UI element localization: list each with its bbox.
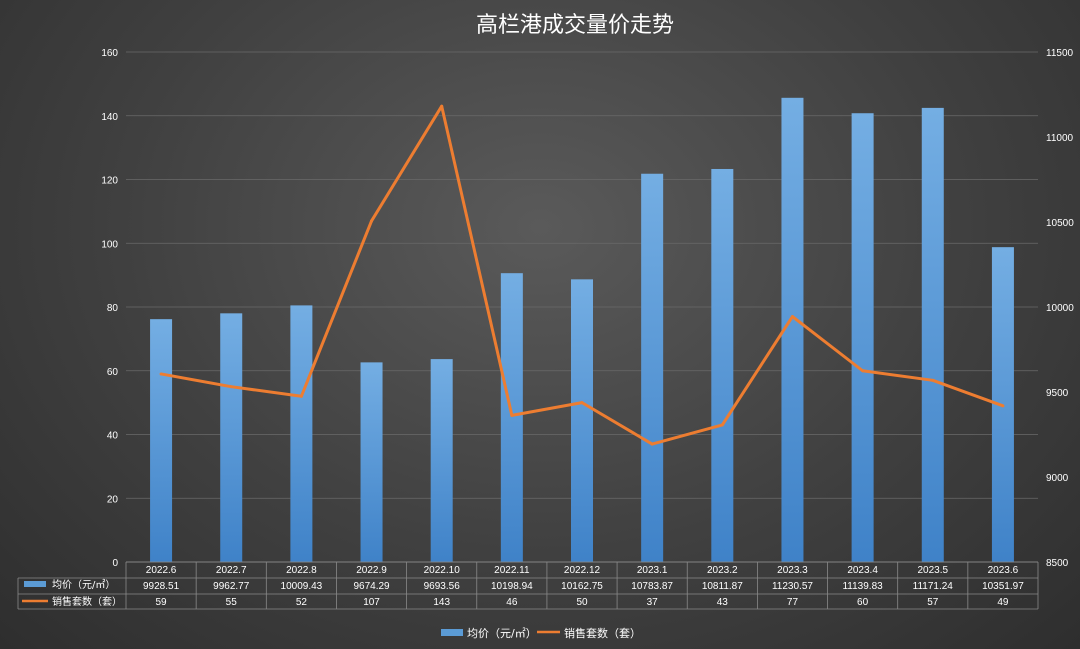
bar-2022.9 [360,362,383,562]
category-label: 2023.6 [988,565,1019,576]
category-label: 2022.8 [286,565,317,576]
table-cell-sales: 77 [787,597,799,608]
right-tick-label: 9500 [1046,388,1069,399]
category-label: 2022.7 [216,565,247,576]
table-cell-sales: 37 [647,597,659,608]
legend-label-bar: 均价（元/㎡） [467,627,537,640]
bar-2022.7 [220,313,243,562]
left-tick-label: 80 [107,303,119,314]
table-cell-price: 10009.43 [281,581,323,592]
bar-2023.3 [781,97,804,562]
bar-2022.11 [500,273,523,562]
category-label: 2023.3 [777,565,808,576]
bar-2022.8 [290,305,313,562]
left-tick-label: 100 [101,239,118,250]
table-cell-price: 10811.87 [702,581,743,592]
left-tick-label: 0 [112,558,118,569]
legend: 均价（元/㎡） 销售套数（套） [441,626,641,640]
legend-label-line: 销售套数（套） [564,626,641,640]
table-cell-price: 11230.57 [772,581,813,592]
category-label: 2023.1 [637,565,668,576]
table-cell-price: 11139.83 [842,581,883,592]
category-label: 2022.12 [564,565,601,576]
left-tick-label: 40 [107,431,119,442]
sales-point-2023.6 [1001,404,1005,408]
table-cell-sales: 50 [576,597,588,608]
bar-2023.5 [921,107,944,563]
sales-point-2022.9 [370,219,374,223]
bar-2022.6 [150,319,173,562]
line-series-sales-count [159,104,1005,446]
table-cell-sales: 43 [717,597,729,608]
left-tick-label: 140 [101,112,118,123]
sales-point-2022.11 [510,413,514,417]
table-cell-sales: 52 [296,597,308,608]
right-tick-label: 8500 [1046,558,1069,569]
legend-swatch-price [24,581,46,587]
left-y-axis: 0 20 40 60 80 100 120 140 160 [101,48,118,569]
category-label: 2023.2 [707,565,738,576]
right-tick-label: 10000 [1046,303,1074,314]
sales-point-2023.4 [861,369,865,373]
table-cell-sales: 57 [927,597,939,608]
table-cell-price: 10162.75 [561,581,603,592]
table-cell-sales: 60 [857,597,869,608]
bar-2023.4 [851,113,874,563]
table-cell-price: 9962.77 [213,581,250,592]
sales-point-2023.5 [931,378,935,382]
left-tick-label: 60 [107,367,119,378]
table-cell-price: 10351.97 [982,581,1024,592]
right-tick-label: 9000 [1046,473,1069,484]
table-cell-sales: 59 [156,597,168,608]
sales-point-2022.10 [440,104,444,108]
bar-2022.10 [430,359,453,562]
right-y-axis: 8500 9000 9500 10000 10500 11000 11500 [1046,48,1074,569]
table-cell-price: 9693.56 [424,581,461,592]
category-label: 2022.10 [424,565,461,576]
data-table: 均价（元/㎡） 销售套数（套） 2022.6 9928.51 59 2022.7 996… [17,561,1039,610]
left-tick-label: 160 [101,48,118,59]
category-label: 2022.11 [494,565,530,576]
table-cell-price: 9928.51 [143,581,180,592]
right-tick-label: 11500 [1046,48,1074,59]
left-tick-label: 120 [101,176,118,187]
sales-point-2023.1 [650,442,654,446]
left-tick-label: 20 [107,494,119,505]
table-row-label-sales: 销售套数（套） [52,595,122,608]
table-cell-sales: 143 [433,597,450,608]
table-cell-sales: 55 [226,597,238,608]
table-cell-price: 11171.24 [913,581,954,592]
bar-2022.12 [571,279,593,562]
sales-point-2022.6 [159,372,163,376]
table-cell-sales: 46 [506,597,518,608]
right-tick-label: 11000 [1046,133,1074,144]
category-label: 2023.4 [847,565,878,576]
legend-swatch-bar [441,629,463,636]
table-cell-sales: 107 [363,597,380,608]
chart-title: 高栏港成交量价走势 [476,13,674,38]
sales-point-2023.2 [720,423,724,427]
right-tick-label: 10500 [1046,218,1074,229]
sales-point-2022.7 [229,385,233,389]
table-cell-sales: 49 [997,597,1009,608]
sales-point-2023.3 [790,315,794,319]
bar-2023.1 [641,173,664,562]
table-row-head-price: 均价（元/㎡） [24,579,115,591]
sales-point-2022.8 [299,394,303,398]
table-cell-price: 10198.94 [491,581,533,592]
sales-point-2022.12 [580,401,584,405]
table-cell-price: 10783.87 [631,581,673,592]
category-label: 2022.6 [146,565,177,576]
bar-series-avg-price [150,97,1014,563]
table-row-label-price: 均价（元/㎡） [52,579,115,591]
category-label: 2022.9 [356,565,387,576]
bar-2023.2 [711,168,734,562]
table-cell-price: 9674.29 [353,581,390,592]
table-row-head-sales: 销售套数（套） [22,595,122,608]
category-label: 2023.5 [917,565,948,576]
